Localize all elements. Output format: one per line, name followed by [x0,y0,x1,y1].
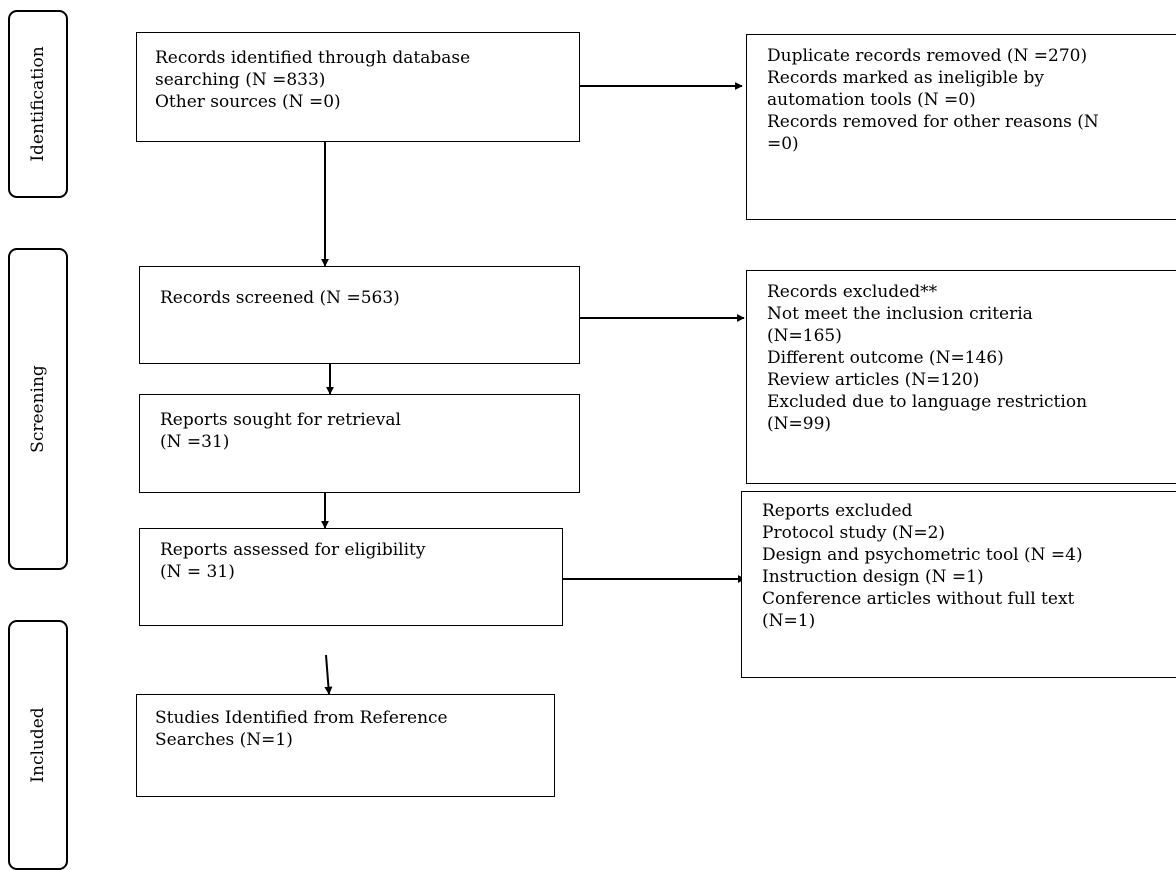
arrow-assessed-to-reference [324,654,333,695]
box-text-line: Reports excluded [762,501,913,521]
box-text-line: (N=1) [762,611,816,631]
box-text-line: automation tools (N =0) [767,90,976,110]
records-removed-box: Duplicate records removed (N =270) Recor… [746,34,1176,220]
box-text-line: Conference articles without full text [762,589,1075,609]
box-text-line: Design and psychometric tool (N =4) [762,545,1083,565]
reports-assessed-box: Reports assessed for eligibility (N = 31… [139,528,563,626]
reports-excluded-box: Reports excluded Protocol study (N=2) De… [741,491,1176,678]
box-text-line: Records marked as ineligible by [767,68,1044,88]
box-text-line: Studies Identified from Reference [155,708,448,728]
records-screened-box: Records screened (N =563) [139,266,580,364]
box-text-line: Searches (N=1) [155,730,293,750]
box-text-line: Duplicate records removed (N =270) [767,46,1088,66]
box-text-line: Different outcome (N=146) [767,348,1004,368]
reference-studies-box: Studies Identified from Reference Search… [136,694,555,797]
records-identified-box: Records identified through database sear… [136,32,580,142]
box-text-line: Excluded due to language restriction [767,392,1088,412]
box-text-line: Instruction design (N =1) [762,567,984,587]
box-text-line: Protocol study (N=2) [762,523,946,543]
box-text-line: searching (N =833) [155,70,326,90]
box-text-line: Other sources (N =0) [155,92,341,112]
box-text-line: Not meet the inclusion criteria [767,304,1033,324]
box-text-line: Records identified through database [155,48,471,68]
box-text-line: (N =31) [160,432,230,452]
phase-screening: Screening [8,248,68,570]
box-text-line: (N = 31) [160,562,235,582]
box-text-line: Review articles (N=120) [767,370,980,390]
reports-sought-box: Reports sought for retrieval (N =31) [139,394,580,493]
box-text-line: Reports sought for retrieval [160,410,401,430]
box-text-line: =0) [767,134,799,154]
box-text-line: Records removed for other reasons (N [767,112,1099,132]
box-text-line: Reports assessed for eligibility [160,540,426,560]
records-excluded-box: Records excluded** Not meet the inclusio… [746,270,1176,484]
box-text-line: (N=165) [767,326,842,346]
phase-identification: Identification [8,10,68,198]
box-text-line: Records screened (N =563) [160,288,400,308]
box-text-line: (N=99) [767,414,832,434]
box-text-line: Records excluded** [767,282,938,302]
